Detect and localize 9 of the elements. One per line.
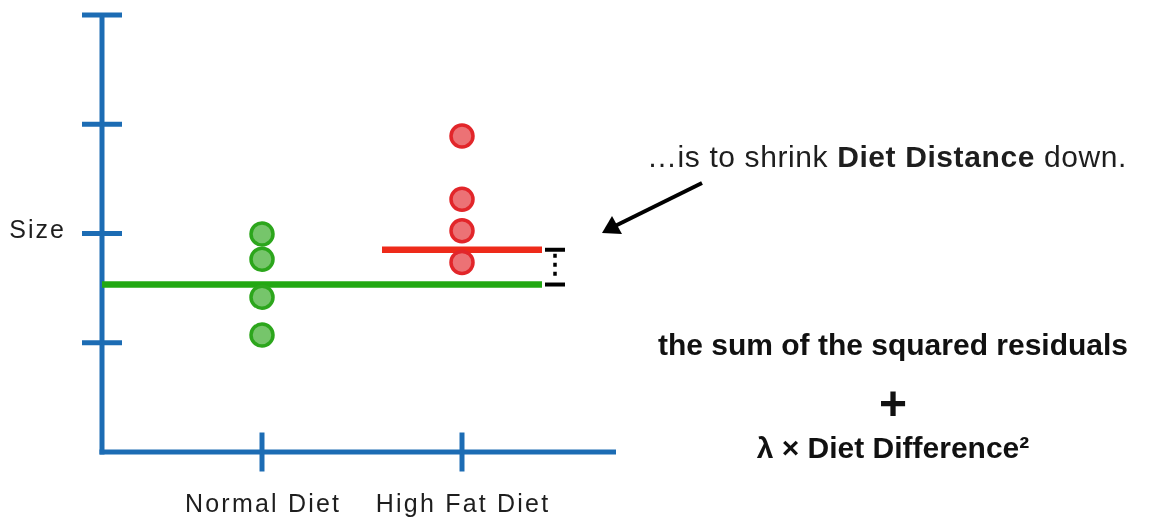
text: the sum of the squared residuals [657,328,1129,361]
x-tick-label: High Fat Diet [375,489,551,517]
text: down. [1043,140,1127,173]
x-tick-label: Normal Diet [185,489,342,517]
y-axis-title: Size [9,215,66,243]
text: Diet Distance [837,140,1035,173]
text: λ × Diet Difference² [756,431,1030,464]
text: + [878,377,908,430]
text: …is to shrink [647,140,829,173]
